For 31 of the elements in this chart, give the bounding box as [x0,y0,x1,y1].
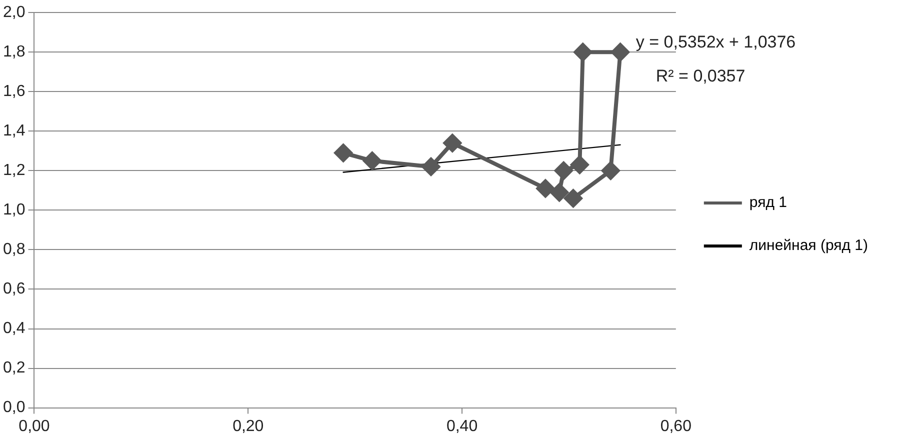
y-tick-label: 2,0 [2,4,26,22]
y-tick-label: 1,4 [2,122,26,140]
x-tick-label: 0,20 [232,418,264,435]
point [443,134,462,152]
legend-label: ряд 1 [749,194,787,212]
y-tick-label: 0,2 [2,360,26,377]
y-tick-label: 1,8 [2,44,26,61]
annotation: y = 0,5352x + 1,0376 [636,32,796,52]
x-tick-label: 0,40 [446,418,478,435]
point [602,162,620,180]
point [550,183,568,202]
y-tick-label: 0,4 [2,320,26,338]
y-tick-label: 0,6 [2,280,26,298]
point [536,179,554,198]
point [363,152,382,170]
y-tick-label: 0,8 [2,241,26,258]
y-tick-label: 0,0 [2,399,26,416]
x-tick-label: 0,60 [660,418,692,435]
point [554,162,573,180]
y-tick-label: 1,2 [2,162,26,180]
legend-label: линейная (ряд 1) [749,237,868,254]
point [422,158,440,176]
x-tick-label: 0,00 [18,418,50,435]
y-tick-label: 1,0 [2,202,26,219]
point [334,144,352,162]
point [570,156,589,174]
point [574,43,592,62]
annotation: R² = 0,0357 [656,66,746,86]
point [611,43,630,62]
point [564,189,582,208]
y-tick-label: 1,6 [2,83,26,100]
